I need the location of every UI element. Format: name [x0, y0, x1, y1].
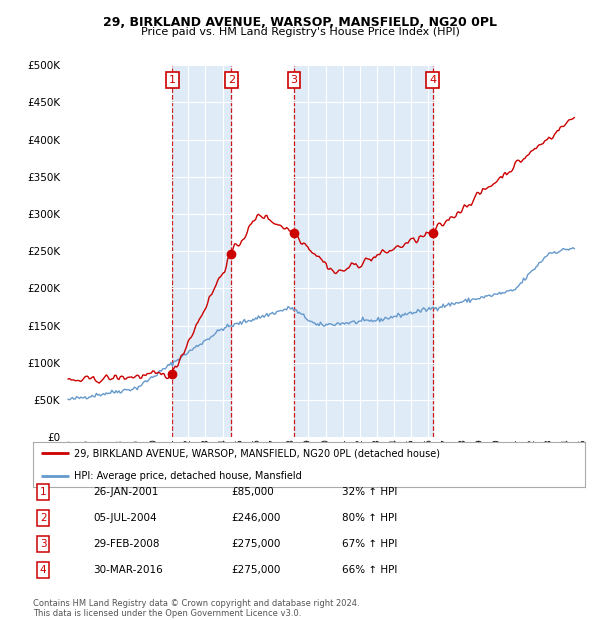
Text: Price paid vs. HM Land Registry's House Price Index (HPI): Price paid vs. HM Land Registry's House … [140, 27, 460, 37]
Text: £275,000: £275,000 [231, 539, 280, 549]
Text: 29-FEB-2008: 29-FEB-2008 [93, 539, 160, 549]
Text: 32% ↑ HPI: 32% ↑ HPI [342, 487, 397, 497]
Text: 26-JAN-2001: 26-JAN-2001 [93, 487, 158, 497]
Text: 1: 1 [40, 487, 47, 497]
Text: 66% ↑ HPI: 66% ↑ HPI [342, 565, 397, 575]
Text: Contains HM Land Registry data © Crown copyright and database right 2024.
This d: Contains HM Land Registry data © Crown c… [33, 599, 359, 618]
Text: 29, BIRKLAND AVENUE, WARSOP, MANSFIELD, NG20 0PL (detached house): 29, BIRKLAND AVENUE, WARSOP, MANSFIELD, … [74, 448, 440, 458]
Text: 3: 3 [40, 539, 47, 549]
Text: £275,000: £275,000 [231, 565, 280, 575]
Text: 2: 2 [228, 75, 235, 85]
Text: 05-JUL-2004: 05-JUL-2004 [93, 513, 157, 523]
Text: 30-MAR-2016: 30-MAR-2016 [93, 565, 163, 575]
Bar [294, 65, 433, 437]
Text: 4: 4 [429, 75, 436, 85]
Text: 4: 4 [40, 565, 47, 575]
Text: 3: 3 [290, 75, 298, 85]
Text: 1: 1 [169, 75, 176, 85]
Text: 80% ↑ HPI: 80% ↑ HPI [342, 513, 397, 523]
Text: £246,000: £246,000 [231, 513, 280, 523]
Text: 2: 2 [40, 513, 47, 523]
Text: 67% ↑ HPI: 67% ↑ HPI [342, 539, 397, 549]
Bar [172, 65, 232, 437]
Text: £85,000: £85,000 [231, 487, 274, 497]
Text: 29, BIRKLAND AVENUE, WARSOP, MANSFIELD, NG20 0PL: 29, BIRKLAND AVENUE, WARSOP, MANSFIELD, … [103, 16, 497, 29]
Text: HPI: Average price, detached house, Mansfield: HPI: Average price, detached house, Mans… [74, 471, 302, 480]
